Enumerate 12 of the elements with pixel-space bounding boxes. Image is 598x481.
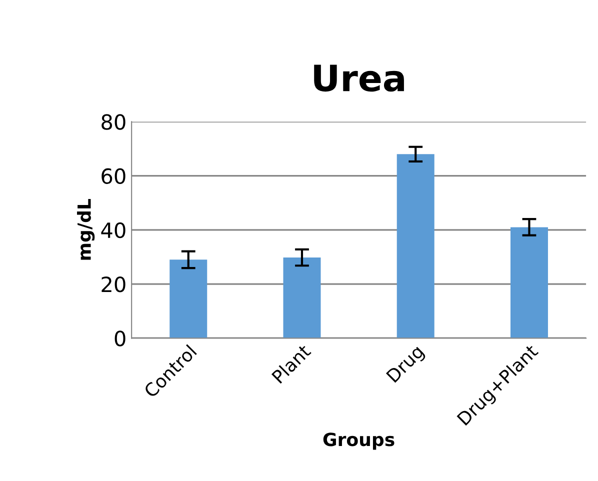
bar <box>170 260 208 338</box>
chart-title: Urea <box>314 64 404 92</box>
x-axis-title: Groups <box>323 432 394 450</box>
y-axis-title: mg/dL <box>77 199 95 260</box>
y-tick-label: 60 <box>102 168 126 184</box>
y-tick-label: 0 <box>114 330 126 346</box>
y-tick-label: 80 <box>102 114 126 130</box>
bar <box>283 258 321 338</box>
y-tick-label: 40 <box>101 222 126 238</box>
bar <box>510 227 548 338</box>
y-tick-label: 20 <box>102 276 126 292</box>
bar <box>396 154 434 338</box>
